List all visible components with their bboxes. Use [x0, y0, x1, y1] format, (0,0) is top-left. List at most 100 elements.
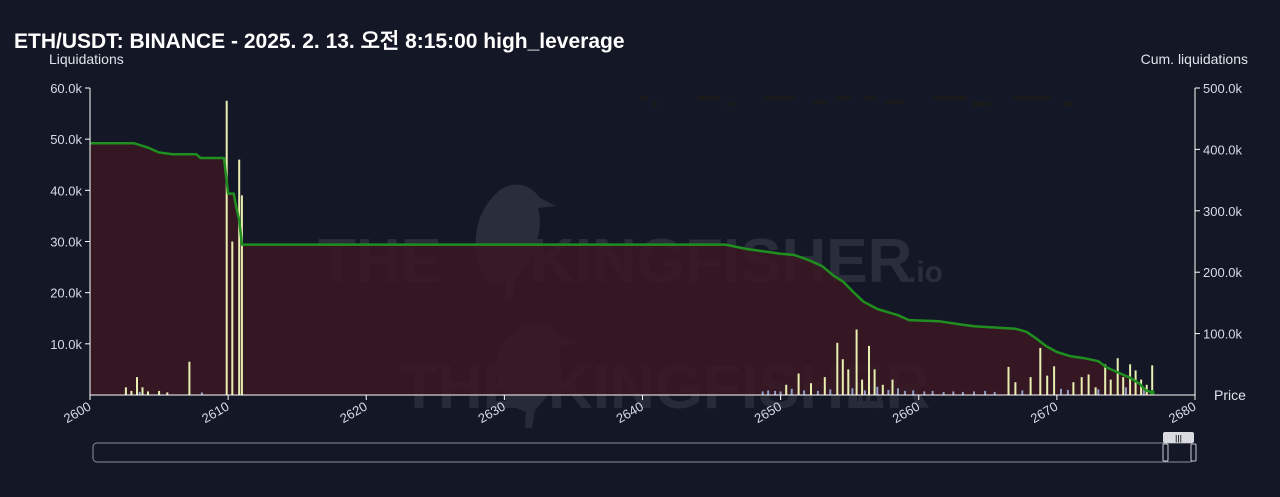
right-axis-label: Cum. liquidations	[1141, 51, 1248, 67]
liquidation-bar	[816, 390, 819, 395]
liquidation-bar	[200, 392, 203, 395]
x-tick-label: 2600	[61, 399, 94, 426]
right-tick-label: 300.0k	[1203, 204, 1243, 219]
watermark-text-io: .io	[908, 256, 943, 289]
liquidation-bar	[238, 159, 241, 395]
liquidation-bar	[1039, 347, 1042, 395]
liquidation-bar	[166, 392, 169, 395]
liquidation-bar	[1151, 365, 1154, 395]
right-axis-ticks: 100.0k 200.0k 300.0k 400.0k 500.0k	[1195, 81, 1243, 342]
liquidation-bar	[1140, 379, 1143, 395]
liquidation-bar	[1053, 366, 1056, 395]
left-tick-label: 40.0k	[50, 183, 82, 198]
liquidation-bar	[1142, 388, 1145, 395]
liquidation-bar	[841, 359, 844, 395]
liquidation-bar	[1116, 358, 1119, 395]
left-tick-label: 10.0k	[50, 337, 82, 352]
liquidation-bar	[1104, 364, 1107, 395]
liquidation-bar	[823, 377, 826, 395]
left-tick-label: 50.0k	[50, 132, 82, 147]
liquidation-bar	[961, 391, 964, 395]
liquidation-bar	[1122, 377, 1125, 395]
liquidation-bar	[851, 388, 854, 395]
liquidation-bar	[993, 391, 996, 395]
liquidation-bar	[1060, 388, 1062, 395]
liquidation-bar	[1109, 379, 1112, 395]
liquidation-bar	[1097, 389, 1100, 395]
cumulative-area	[90, 143, 1153, 395]
liquidation-bar	[1066, 389, 1069, 395]
liquidation-bar	[124, 387, 127, 395]
liquidation-bar	[158, 390, 161, 395]
liquidation-bar	[855, 329, 858, 395]
right-tick-label: 400.0k	[1203, 142, 1243, 157]
liquidation-bar	[1080, 377, 1083, 395]
liquidation-bar	[138, 391, 141, 395]
liquidation-bar	[887, 389, 890, 395]
right-tick-label: 500.0k	[1203, 81, 1243, 96]
liquidation-bar	[1014, 382, 1017, 395]
liquidation-bar	[130, 390, 133, 395]
liquidation-bar	[891, 379, 894, 395]
liquidation-bar	[1046, 375, 1049, 395]
liquidation-bar	[231, 241, 234, 395]
left-tick-label: 30.0k	[50, 235, 82, 250]
liquidation-bar	[952, 391, 955, 395]
liquidation-bar	[942, 391, 945, 395]
liquidation-bar	[1124, 387, 1127, 395]
liquidation-bar	[1094, 387, 1097, 395]
line-end-point	[1149, 390, 1155, 396]
liquidation-bars	[124, 100, 1154, 396]
right-tick-label: 100.0k	[1203, 327, 1243, 342]
liquidation-bar	[803, 390, 806, 395]
range-scrollbar[interactable]: |||	[92, 432, 1197, 463]
liquidation-bar	[863, 390, 866, 395]
liquidation-bar	[136, 377, 138, 395]
scrollbar-left-handle[interactable]	[1162, 443, 1169, 462]
liquidation-bar	[1129, 364, 1132, 395]
liquidation-bar	[797, 373, 800, 395]
liquidation-bar	[767, 390, 770, 395]
liquidation-bar	[774, 390, 777, 395]
liquidation-bar	[1072, 382, 1075, 395]
x-axis-label: Price	[1214, 387, 1246, 403]
scrollbar-grip-label: |||	[1175, 434, 1182, 443]
liquidation-bar	[790, 388, 793, 395]
liquidation-bar	[868, 345, 870, 395]
liquidation-bar	[810, 383, 812, 395]
liquidation-bar	[873, 369, 876, 395]
liquidation-bar	[1007, 366, 1010, 395]
liquidation-bar	[861, 379, 864, 395]
liquidation-bar	[973, 391, 975, 395]
liquidation-bar	[1029, 377, 1032, 395]
left-axis-label: Liquidations	[49, 51, 124, 67]
x-tick-label: 2610	[199, 399, 232, 426]
x-tick-label: 2620	[337, 399, 370, 426]
liquidation-bar	[984, 390, 987, 395]
scrollbar-right-handle[interactable]	[1190, 443, 1197, 462]
liquidation-bar	[779, 391, 782, 395]
liquidation-bar	[1087, 374, 1090, 395]
liquidation-bar	[829, 389, 832, 395]
left-axis-ticks: 10.0k 20.0k 30.0k 40.0k 50.0k 60.0k	[50, 81, 90, 352]
liquidation-bar	[147, 391, 149, 395]
scrollbar-track[interactable]	[92, 442, 1195, 463]
liquidation-bar	[881, 384, 884, 395]
liquidation-bar	[931, 390, 934, 395]
liquidation-bar	[903, 390, 906, 395]
liquidation-bar	[785, 384, 788, 395]
cumulative-liquidations-line	[90, 142, 1153, 394]
left-tick-label: 60.0k	[50, 81, 82, 96]
liquidation-bar	[847, 369, 850, 395]
liquidation-bar	[225, 100, 228, 396]
redacted-text	[640, 96, 1072, 106]
scrollbar-grip[interactable]	[1163, 432, 1194, 443]
liquidation-bar	[923, 391, 926, 395]
x-tick-label: 2670	[1028, 399, 1061, 426]
chart-title: ETH/USDT: BINANCE - 2025. 2. 13. 오전 8:15…	[14, 30, 625, 53]
liquidation-bar	[876, 386, 879, 395]
x-tick-label: 2680	[1166, 399, 1199, 426]
liquidation-bar	[912, 390, 915, 395]
liquidation-bar	[188, 361, 191, 395]
